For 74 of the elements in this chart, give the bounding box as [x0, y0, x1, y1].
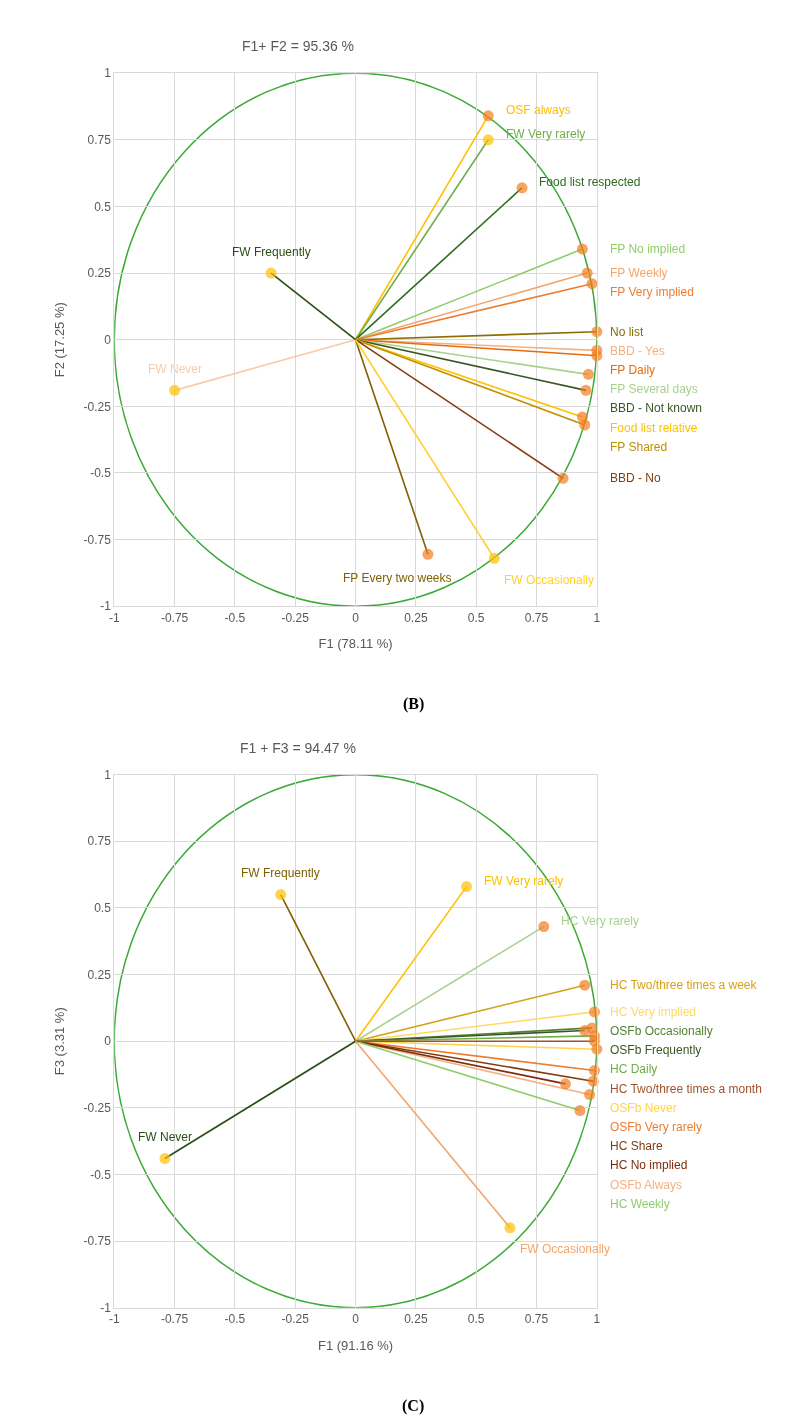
y-tick-label: 0	[104, 1034, 112, 1049]
y-tick-label: -0.75	[83, 1234, 112, 1249]
chart-title: F1 + F3 = 94.47 %	[240, 740, 356, 756]
text: OSFb Always	[610, 1178, 683, 1192]
y-tick-label: 0.25	[87, 967, 112, 982]
series-label: HC Very implied	[610, 1005, 697, 1019]
y-tick-label: 0.5	[94, 199, 112, 214]
series-label: BBD - Yes	[610, 344, 665, 358]
text: HC Weekly	[610, 1197, 670, 1211]
y-tick-label: 0.25	[87, 266, 112, 281]
series-label: FP Very implied	[610, 285, 694, 299]
series-label: FP Daily	[610, 363, 656, 377]
y-axis-title: F2 (17.25 %)	[52, 302, 68, 378]
text: (C)	[402, 1397, 425, 1415]
series-label: OSFb Occasionally	[610, 1024, 713, 1038]
series-label: FP No implied	[610, 242, 686, 256]
x-tick-label: -0.25	[281, 610, 310, 625]
y-tick-label: 1	[104, 66, 112, 81]
text: OSFb Never	[610, 1101, 677, 1115]
series-label: No list	[610, 325, 645, 339]
text: (B)	[403, 695, 425, 713]
y-tick-label: -0.75	[83, 532, 112, 547]
x-tick-label: -0.5	[224, 1312, 246, 1327]
series-label: OSFb Frequently	[610, 1043, 702, 1057]
y-tick-label: -0.5	[90, 466, 112, 481]
series-label: BBD - Not known	[610, 401, 703, 415]
x-axis-title: F1 (78.11 %)	[318, 636, 393, 652]
series-label: FW Occasionally	[504, 573, 595, 587]
y-tick-label: -1	[100, 1300, 112, 1315]
y-tick-label: 1	[104, 767, 112, 782]
x-tick-label: 0	[352, 1312, 360, 1327]
y-tick-label: 0.75	[87, 132, 112, 147]
x-tick-label: -0.75	[160, 610, 189, 625]
text: OSFb Very rarely	[610, 1120, 703, 1134]
series-label: FP Every two weeks	[343, 571, 452, 585]
text: HC Share	[610, 1139, 664, 1153]
y-tick-label: 0	[104, 332, 112, 347]
x-tick-label: 0	[352, 610, 360, 625]
text: HC Daily	[610, 1062, 658, 1076]
series-label: FW Frequently	[232, 245, 311, 259]
series-label: FW Very rarely	[506, 127, 586, 141]
y-tick-label: -1	[100, 599, 112, 614]
series-label: HC Two/three times a week	[610, 978, 758, 992]
x-tick-label: 0.25	[404, 1312, 428, 1327]
series-label: FP Shared	[610, 440, 668, 454]
text: HC No implied	[610, 1158, 688, 1172]
x-tick-label: -0.25	[281, 1312, 310, 1327]
y-axis-title: F3 (3.31 %)	[52, 1007, 68, 1076]
text: HC Two/three times a month	[610, 1082, 762, 1096]
series-label: FP Several days	[610, 382, 698, 396]
y-tick-label: 0.5	[94, 901, 112, 916]
chart-title: F1+ F2 = 95.36 %	[242, 38, 355, 54]
x-tick-label: 0.25	[404, 610, 428, 625]
series-label: OSF always	[506, 103, 571, 117]
x-tick-label: 0.5	[467, 610, 485, 625]
x-tick-label: 0.75	[524, 1312, 549, 1327]
series-label: FW Never	[148, 362, 202, 376]
x-tick-label: 1	[593, 1312, 601, 1327]
series-label: Food list relative	[610, 421, 698, 435]
series-label: FP Weekly	[610, 266, 668, 280]
text: BBD - No	[610, 471, 661, 485]
series-label: FW Occasionally	[520, 1242, 611, 1256]
x-axis-title: F1 (91.16 %)	[317, 1337, 394, 1353]
x-tick-label: 0.5	[467, 1312, 485, 1327]
x-tick-label: -0.5	[224, 610, 246, 625]
x-tick-label: -0.75	[160, 1312, 189, 1327]
x-tick-label: 0.75	[524, 610, 549, 625]
y-tick-label: -0.25	[83, 1101, 112, 1116]
y-tick-label: -0.5	[90, 1167, 112, 1182]
y-tick-label: 0.75	[87, 834, 112, 849]
series-label: FW Never	[138, 1130, 192, 1144]
series-label: FW Frequently	[241, 866, 320, 880]
y-tick-label: -0.25	[83, 399, 112, 414]
x-tick-label: 1	[593, 610, 601, 625]
